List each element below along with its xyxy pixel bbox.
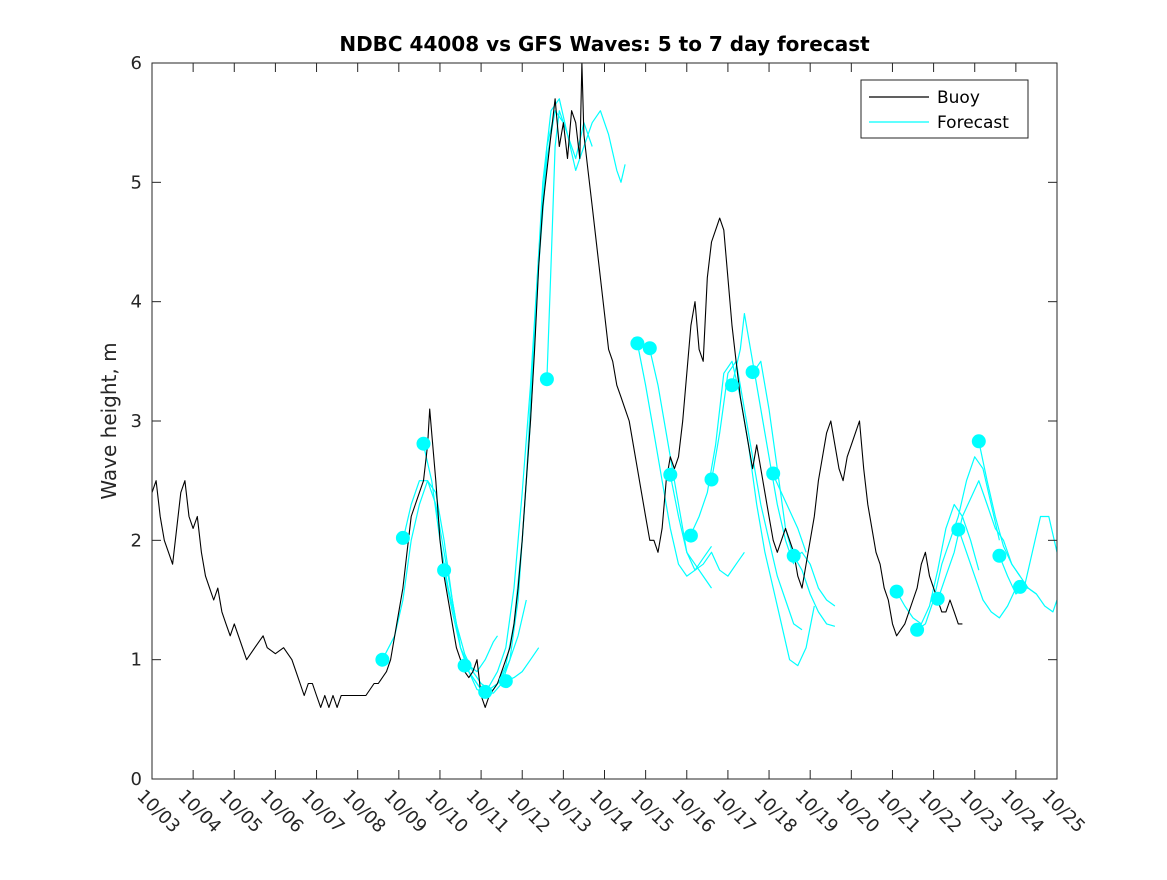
y-tick-label: 5 bbox=[131, 172, 142, 193]
chart-title: NDBC 44008 vs GFS Waves: 5 to 7 day fore… bbox=[339, 32, 870, 56]
forecast-series-line-21 bbox=[957, 528, 1017, 619]
y-tick-label: 6 bbox=[131, 53, 142, 74]
legend-label-buoy: Buoy bbox=[937, 88, 980, 108]
forecast-marker-18 bbox=[889, 584, 904, 599]
forecast-marker-19 bbox=[910, 622, 925, 637]
forecast-marker-21 bbox=[951, 522, 966, 537]
forecast-marker-layer bbox=[375, 336, 1027, 699]
legend: Buoy Forecast bbox=[860, 79, 1029, 139]
forecast-series-line-17 bbox=[793, 555, 836, 627]
y-tick-label: 4 bbox=[131, 292, 142, 313]
forecast-marker-3 bbox=[416, 436, 431, 451]
forecast-marker-7 bbox=[498, 674, 513, 689]
y-tick-label: 2 bbox=[131, 530, 142, 551]
forecast-marker-14 bbox=[725, 378, 739, 393]
forecast-marker-24 bbox=[1013, 579, 1027, 594]
forecast-marker-5 bbox=[457, 658, 472, 673]
y-tick-label: 1 bbox=[131, 650, 142, 671]
forecast-marker-8 bbox=[539, 372, 554, 387]
forecast-marker-4 bbox=[437, 563, 452, 578]
y-tick-label: 0 bbox=[131, 769, 142, 790]
forecast-marker-15 bbox=[745, 365, 760, 380]
forecast-series-line-10 bbox=[649, 349, 712, 589]
forecast-marker-13 bbox=[704, 472, 719, 487]
forecast-marker-23 bbox=[992, 548, 1007, 563]
forecast-series-line-19 bbox=[916, 456, 1000, 631]
forecast-series-line-6 bbox=[485, 98, 626, 694]
forecast-marker-20 bbox=[930, 591, 945, 606]
forecast-series-line-9 bbox=[636, 343, 712, 577]
forecast-series-line-23 bbox=[998, 515, 1057, 595]
forecast-series-line-14 bbox=[731, 313, 795, 565]
forecast-marker-12 bbox=[683, 528, 698, 543]
forecast-marker-22 bbox=[971, 434, 986, 449]
forecast-marker-2 bbox=[395, 530, 410, 545]
forecast-series-line-16 bbox=[772, 474, 807, 553]
forecast-marker-10 bbox=[642, 341, 657, 356]
legend-box bbox=[860, 79, 1029, 139]
forecast-series-line-18 bbox=[896, 503, 980, 625]
plot-area bbox=[152, 63, 1057, 779]
buoy-series-line bbox=[152, 63, 963, 708]
y-axis: 0 1 2 3 4 5 6 bbox=[131, 53, 1057, 790]
y-tick-label: 3 bbox=[131, 411, 142, 432]
forecast-series-line-11 bbox=[669, 474, 745, 577]
forecast-marker-11 bbox=[663, 467, 678, 482]
legend-label-forecast: Forecast bbox=[937, 113, 1009, 133]
forecast-series-line-12 bbox=[690, 360, 815, 667]
forecast-marker-17 bbox=[786, 548, 801, 563]
forecast-series-line-4 bbox=[443, 570, 498, 673]
forecast-marker-1 bbox=[375, 652, 390, 667]
forecast-series-line-20 bbox=[937, 480, 1021, 601]
forecast-marker-16 bbox=[766, 466, 781, 481]
forecast-marker-9 bbox=[630, 336, 645, 351]
y-axis-label: Wave height, m bbox=[97, 342, 121, 499]
forecast-marker-6 bbox=[478, 684, 493, 699]
